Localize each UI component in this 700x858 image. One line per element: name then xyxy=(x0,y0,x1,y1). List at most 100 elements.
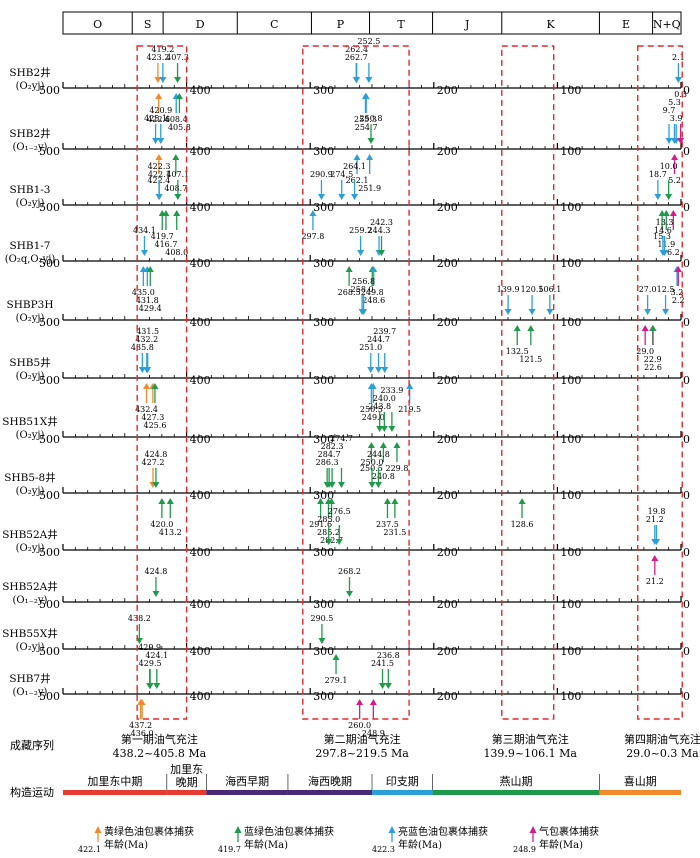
inclusion-age-marker: 239.7 xyxy=(373,327,396,373)
marker-age-label: 416.7 xyxy=(155,240,178,249)
marker-age-label: 249.8 xyxy=(361,288,384,297)
marker-age-label: 408.4 xyxy=(165,115,188,124)
tectonic-phase-label: 海西早期 xyxy=(225,774,269,788)
inclusion-age-marker: 9.7 xyxy=(663,106,675,144)
marker-arrowhead xyxy=(644,309,652,315)
legend-sample-age: 248.9 xyxy=(513,845,536,854)
marker-age-label: 408.7 xyxy=(164,184,187,193)
axis-scale-label: 0 xyxy=(683,257,690,270)
well-formation: (O₂yj) xyxy=(16,486,45,497)
marker-age-label: 290.9 xyxy=(310,170,333,179)
marker-arrowhead xyxy=(649,325,657,331)
inclusion-age-marker: 241.5 xyxy=(371,659,394,689)
marker-age-label: 13.3 xyxy=(656,218,674,227)
marker-arrowhead xyxy=(381,367,389,373)
charging-window-box xyxy=(501,45,555,720)
marker-arrowhead xyxy=(157,138,165,144)
marker-arrowhead xyxy=(155,154,163,160)
well-name: SHB52A井 xyxy=(2,580,58,593)
inclusion-age-marker: 434.1 xyxy=(133,226,156,256)
tectonic-phase-label: 印支期 xyxy=(386,775,419,788)
legend-arrowhead xyxy=(234,826,242,833)
axis-scale-label: 500 xyxy=(39,645,60,658)
marker-age-label: 3.9 xyxy=(670,114,683,123)
axis-scale-label: 200 xyxy=(437,690,458,703)
axis-scale-label: 100 xyxy=(560,598,581,611)
period-label: J xyxy=(464,18,469,31)
axis-scale-label: 200 xyxy=(437,489,458,502)
marker-age-label: 297.8 xyxy=(301,232,324,241)
inclusion-age-marker: 262.1 xyxy=(346,154,368,185)
legend-label: 蓝绿色油包裹体捕获 xyxy=(244,825,334,838)
marker-arrowhead xyxy=(146,683,154,689)
marker-age-label: 120.5 xyxy=(521,285,544,294)
marker-arrowhead xyxy=(546,309,554,315)
well-formation: (O₂q,O₂yj) xyxy=(5,254,56,265)
inclusion-age-marker: 254.7 xyxy=(355,93,378,132)
axis-scale-label: 500 xyxy=(39,201,60,214)
inclusion-age-marker: 240.8 xyxy=(372,442,395,481)
axis-scale-label: 500 xyxy=(39,598,60,611)
well-name: SHB5-8井 xyxy=(4,471,55,484)
period-label: K xyxy=(546,18,555,31)
marker-age-label: 435.0 xyxy=(132,288,155,297)
axis-scale-label: 0 xyxy=(683,316,690,329)
marker-age-label: 5.3 xyxy=(668,98,681,107)
marker-arrowhead xyxy=(367,367,375,373)
marker-age-label: 284.7 xyxy=(318,450,341,459)
inclusion-age-marker: 251.0 xyxy=(359,343,382,373)
axis-scale-label: 200 xyxy=(437,201,458,214)
axis-scale-label: 200 xyxy=(437,257,458,270)
marker-age-label: 425.1 xyxy=(144,114,167,123)
legend-unit: 年龄(Ma) xyxy=(539,838,583,851)
axis-scale-label: 400 xyxy=(190,645,211,658)
marker-age-label: 291.6 xyxy=(309,520,332,529)
inclusion-age-marker: 6.2 xyxy=(667,210,680,257)
axis-scale-label: 300 xyxy=(313,145,334,158)
axis-scale-label: 100 xyxy=(560,84,581,97)
marker-age-label: 236.8 xyxy=(377,651,400,660)
inclusion-age-marker: 29.0 xyxy=(636,325,654,356)
marker-age-label: 259.2 xyxy=(349,226,372,235)
period-label: P xyxy=(337,18,345,31)
marker-age-label: 432.4 xyxy=(135,405,158,414)
marker-arrowhead xyxy=(174,77,182,83)
marker-age-label: 242.3 xyxy=(370,218,393,227)
inclusion-age-marker: 407.3 xyxy=(166,53,189,83)
marker-arrowhead xyxy=(144,367,152,373)
marker-age-label: 250.0 xyxy=(361,458,384,467)
axis-scale-label: 200 xyxy=(437,645,458,658)
inclusion-age-marker: 264.1 xyxy=(343,162,366,200)
inclusion-age-marker: 282.3 xyxy=(321,442,344,488)
marker-arrowhead xyxy=(335,539,343,545)
charging-stage-name: 第一期油气充注 xyxy=(121,732,198,746)
marker-age-label: 274.5 xyxy=(330,170,353,179)
marker-arrowhead xyxy=(406,383,414,389)
inclusion-age-marker: 290.9 xyxy=(310,170,333,200)
inclusion-age-marker: 250.8 xyxy=(360,114,382,144)
marker-age-label: 243.8 xyxy=(368,402,391,411)
axis-scale-label: 400 xyxy=(190,489,211,502)
inclusion-age-marker: 244.7 xyxy=(367,335,390,373)
marker-age-label: 413.2 xyxy=(159,528,182,537)
well-row: SHB1-7 (O₂q,O₂yj)500 400 300 200 100 0 434.1 435… xyxy=(5,218,690,313)
marker-arrowhead xyxy=(388,426,396,432)
marker-arrowhead xyxy=(138,699,146,705)
marker-age-label: 419.7 xyxy=(151,232,174,241)
marker-arrowhead xyxy=(346,591,354,597)
legend-unit: 年龄(Ma) xyxy=(104,838,148,851)
marker-age-label: 106.1 xyxy=(538,285,561,294)
marker-age-label: 260.0 xyxy=(348,721,371,730)
marker-age-label: 420.0 xyxy=(150,520,173,529)
charging-stage-range: 297.8~219.5 Ma xyxy=(315,747,409,760)
marker-arrowhead xyxy=(162,210,170,216)
marker-arrowhead xyxy=(351,194,359,200)
inclusion-age-marker: 435.8 xyxy=(131,343,154,373)
inclusion-age-marker: 13.3 xyxy=(656,218,674,256)
axis-scale-label: 0 xyxy=(683,374,690,387)
marker-arrowhead xyxy=(151,383,159,389)
marker-arrowhead xyxy=(154,77,162,83)
axis-scale-label: 0 xyxy=(683,645,690,658)
axis-scale-label: 300 xyxy=(313,374,334,387)
